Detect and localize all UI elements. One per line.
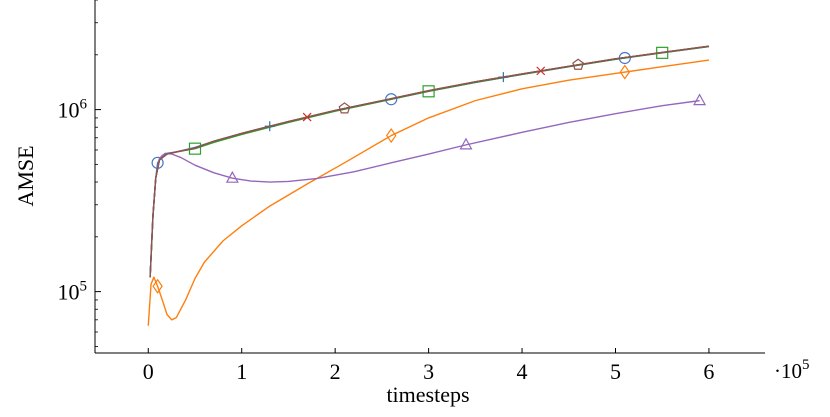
- series-marker-diamond: [619, 64, 631, 80]
- x-scale-base: ·10: [774, 359, 802, 383]
- series-marker-triangle: [693, 93, 707, 106]
- x-tick-label: 0: [143, 359, 154, 384]
- series-plus: [149, 45, 710, 278]
- x-axis-label: timesteps: [386, 382, 469, 407]
- x-tick-label: 6: [703, 359, 714, 384]
- series-line: [149, 45, 710, 278]
- y-ticks: 105 106: [58, 97, 101, 305]
- x-tick-label: 5: [610, 359, 621, 384]
- series-marker-diamond: [385, 128, 397, 144]
- series-cross: [149, 45, 710, 278]
- series-layer: [147, 45, 710, 326]
- x-scale-multiplier: ·105: [774, 357, 810, 383]
- series-circle: [149, 45, 710, 278]
- x-ticks: 0 1 2 3 4 5 6: [143, 348, 714, 384]
- series-line: [149, 99, 700, 278]
- series-line: [147, 59, 710, 326]
- x-scale-exponent: 5: [802, 357, 810, 373]
- y-minor-ticks: [95, 0, 98, 347]
- x-tick-label: 2: [330, 359, 341, 384]
- series-marker-triangle: [225, 170, 239, 183]
- series-marker-triangle: [459, 137, 473, 150]
- x-tick-label: 1: [236, 359, 247, 384]
- series-marker-pentagon: [338, 102, 351, 114]
- y-tick-label: 105: [58, 279, 88, 305]
- series-line: [149, 45, 710, 278]
- y-tick-label: 106: [58, 97, 88, 123]
- series-marker-diamond: [152, 278, 163, 294]
- x-tick-label: 3: [423, 359, 434, 384]
- x-tick-label: 4: [517, 359, 528, 384]
- series-pentagon: [149, 45, 710, 278]
- series-line: [149, 45, 710, 278]
- series-marker-pentagon: [572, 58, 585, 70]
- y-axis-label: AMSE: [13, 145, 38, 206]
- series-diamond: [147, 59, 710, 326]
- series-triangle: [149, 93, 707, 278]
- series-line: [149, 45, 710, 278]
- series-square: [149, 45, 710, 278]
- series-line: [149, 45, 710, 278]
